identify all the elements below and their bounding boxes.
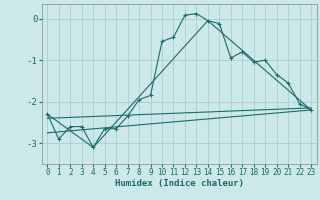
X-axis label: Humidex (Indice chaleur): Humidex (Indice chaleur) <box>115 179 244 188</box>
